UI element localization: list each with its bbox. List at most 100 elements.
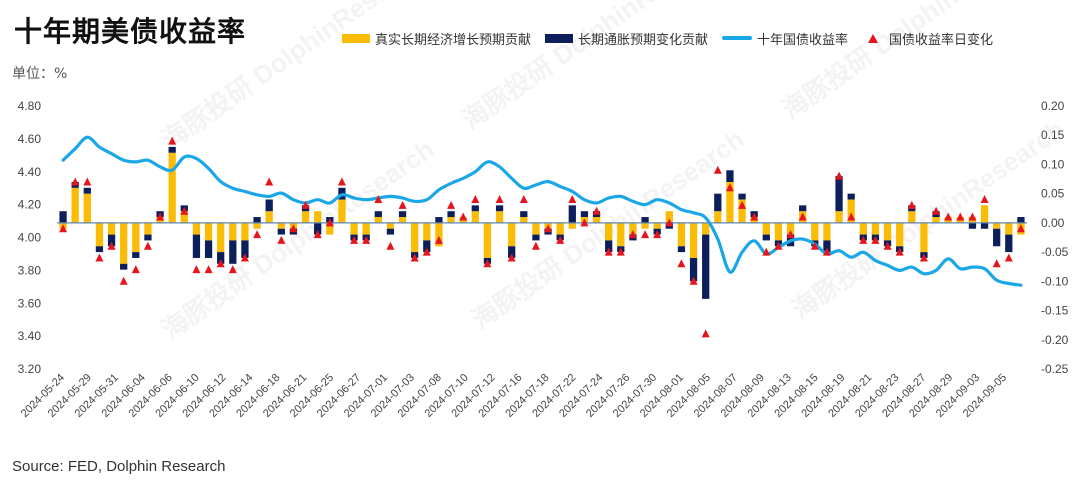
daily-change-marker [713, 165, 722, 174]
right-axis-tick: 0.20 [1041, 99, 1065, 113]
bar-inflation [144, 234, 152, 241]
bar-real [386, 222, 395, 229]
bar-inflation [677, 246, 686, 253]
daily-change-marker [689, 276, 698, 285]
daily-change-marker [350, 235, 359, 244]
bar-real [1005, 222, 1013, 235]
daily-change-marker [810, 241, 819, 250]
bar-inflation [762, 234, 770, 241]
bar-inflation [398, 211, 407, 218]
bar-real [993, 222, 1001, 229]
legend: 真实长期经济增长预期贡献 长期通胀预期变化贡献 十年国债收益率 国债收益率日变化 [342, 28, 993, 48]
bar-real [168, 152, 176, 223]
bar-real [665, 211, 673, 223]
bar-real [520, 217, 528, 223]
bar-real [556, 222, 564, 235]
daily-change-marker [180, 206, 189, 215]
bar-real [786, 222, 795, 235]
source-note: Source: FED, Dolphin Research [12, 458, 226, 475]
bar-inflation [738, 193, 746, 200]
daily-change-marker [95, 253, 104, 262]
bar-inflation [192, 234, 201, 258]
bar-real [980, 205, 989, 223]
right-axis: -0.25 -0.20 -0.15 -0.10 -0.05 0.00 0.05 0.10 0.1… [1041, 99, 1069, 376]
bar-real [411, 222, 419, 253]
daily-change-marker [156, 212, 165, 221]
bar-real [301, 211, 310, 223]
daily-change-marker [325, 218, 334, 227]
right-axis-tick: 0.05 [1041, 187, 1065, 201]
daily-change-marker [919, 253, 928, 262]
bar-real [677, 222, 686, 247]
bar-real [726, 181, 734, 223]
bar-inflation [374, 211, 382, 218]
daily-change-marker [83, 177, 92, 186]
daily-change-marker [301, 200, 310, 209]
bar-real [532, 222, 540, 235]
yield-line-layer [61, 135, 1023, 287]
legend-item-infl: 长期通胀预期变化贡献 [545, 29, 708, 48]
bar-real [908, 211, 916, 223]
daily-change-marker [628, 230, 637, 239]
bar-inflation [241, 240, 249, 258]
left-axis-tick: 4.20 [18, 198, 42, 212]
daily-change-marker [835, 171, 844, 180]
bar-real [217, 222, 225, 253]
daily-change-marker [932, 206, 941, 215]
bar-inflation [689, 257, 698, 282]
bar-inflation [314, 222, 322, 235]
daily-change-marker [471, 195, 480, 203]
daily-change-marker [992, 259, 1001, 268]
daily-change-marker [956, 212, 965, 221]
bar-inflation [447, 211, 455, 218]
chart-title: 十年期美债收益率 [14, 15, 247, 48]
bar-inflation [641, 217, 649, 223]
bar-inflation [532, 234, 540, 241]
bar-real [592, 217, 601, 223]
daily-change-marker [665, 218, 674, 227]
daily-change-marker [822, 247, 831, 256]
bar-inflation [508, 246, 516, 258]
bar-real [265, 211, 273, 223]
bar-real [629, 222, 637, 235]
daily-change-marker [604, 247, 613, 256]
legend-item-real: 真实长期经济增长预期贡献 [342, 29, 531, 48]
left-axis-tick: 3.40 [18, 329, 42, 343]
bar-inflation [217, 252, 225, 264]
bar-real [641, 222, 649, 229]
bar-inflation [495, 205, 504, 212]
daily-change-marker [507, 253, 516, 262]
daily-change-marker [847, 212, 856, 221]
daily-change-marker [337, 177, 346, 186]
left-axis-tick: 4.40 [18, 165, 42, 179]
bar-inflation [471, 205, 479, 212]
bar-inflation [714, 193, 722, 212]
daily-change-marker [531, 241, 540, 250]
bar-real [253, 222, 261, 229]
daily-change-marker [483, 259, 492, 268]
bar-inflation [823, 240, 831, 253]
right-axis-tick: 0.10 [1041, 157, 1065, 171]
bar-real [423, 222, 431, 241]
bar-inflation [265, 199, 273, 212]
daily-change-marker [568, 195, 577, 203]
daily-change-marker [592, 206, 601, 215]
daily-change-marker [107, 241, 116, 250]
daily-change-marker [410, 253, 419, 262]
bar-real [617, 222, 625, 247]
bar-real [483, 222, 492, 258]
bar-inflation [580, 211, 589, 218]
daily-change-marker [653, 230, 662, 239]
bar-inflation [435, 217, 443, 223]
daily-change-marker [277, 235, 286, 244]
bar-inflation [107, 234, 116, 247]
left-axis-tick: 4.60 [18, 132, 42, 146]
bar-inflation [835, 176, 843, 212]
bar-inflation [59, 211, 67, 223]
bar-real [508, 222, 516, 247]
bar-inflation [726, 170, 734, 182]
bar-real [326, 222, 334, 235]
bar-real [835, 211, 843, 223]
